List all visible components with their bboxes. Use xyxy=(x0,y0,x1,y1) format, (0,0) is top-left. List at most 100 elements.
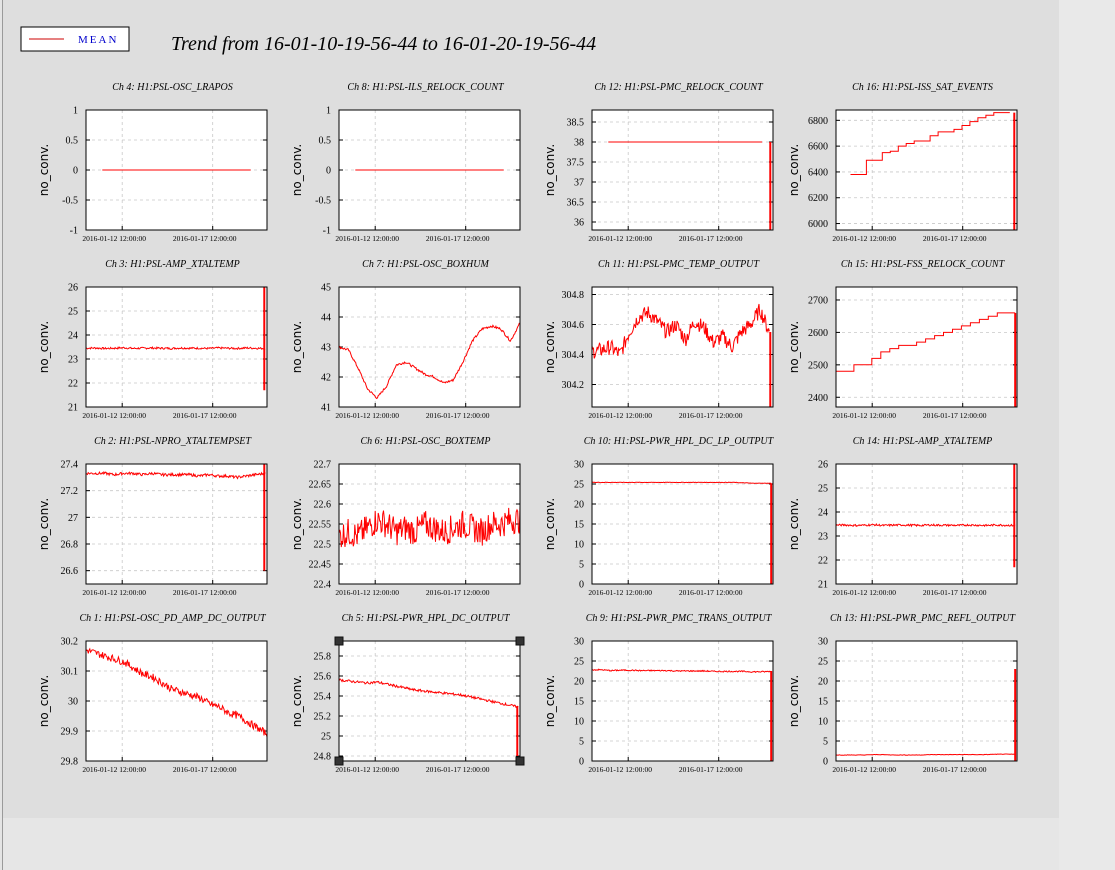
y-tick-label: 2700 xyxy=(808,295,828,306)
y-tick-label: -1 xyxy=(323,226,331,237)
y-axis-label: no_conv. xyxy=(543,321,557,373)
chart-panel: Ch 8: H1:PSL-ILS_RELOCK_COUNT -1 -0.5 0 0.5 1… xyxy=(290,82,521,243)
chart-panel: Ch 15: H1:PSL-FSS_RELOCK_COUNT 2400 2500 26… xyxy=(787,259,1018,420)
chart-panel: Ch 12: H1:PSL-PMC_RELOCK_COUNT 36 36.5 37 37… xyxy=(543,82,774,243)
x-tick-label: 2016-01-12 12:00:00 xyxy=(82,588,146,597)
y-tick-label: 25.4 xyxy=(314,692,332,703)
x-tick-label: 2016-01-12 12:00:00 xyxy=(832,411,896,420)
y-tick-label: 25 xyxy=(818,657,828,668)
y-axis-label: no_conv. xyxy=(37,321,51,373)
x-tick-label: 2016-01-12 12:00:00 xyxy=(82,234,146,243)
chart-title: Ch 2: H1:PSL-NPRO_XTALTEMPSET xyxy=(94,436,252,447)
y-tick-label: 21 xyxy=(818,580,828,591)
chart-panel: Ch 13: H1:PSL-PWR_PMC_REFL_OUTPUT 0 5 10 15 2… xyxy=(787,613,1018,774)
series-line xyxy=(591,303,770,359)
y-tick-label: 41 xyxy=(321,403,331,414)
y-tick-label: 10 xyxy=(818,717,828,728)
chart-title: Ch 5: H1:PSL-PWR_HPL_DC_OUTPUT xyxy=(342,613,511,624)
chart-panel: Ch 3: H1:PSL-AMP_XTALTEMP 21 22 23 24 25 26 201… xyxy=(37,259,268,420)
x-tick-label: 2016-01-12 12:00:00 xyxy=(588,234,652,243)
chart-panel: Ch 2: H1:PSL-NPRO_XTALTEMPSET 26.6 26.8 27 2… xyxy=(37,436,268,597)
series-line xyxy=(850,112,1010,175)
y-axis-label: no_conv. xyxy=(543,498,557,550)
plot-area xyxy=(836,287,1017,407)
y-tick-label: 22.6 xyxy=(314,500,332,511)
y-axis-label: no_conv. xyxy=(787,498,801,550)
chart-title: Ch 4: H1:PSL-OSC_LRAPOS xyxy=(112,82,233,93)
plot-frame xyxy=(835,286,1018,408)
y-axis-label: no_conv. xyxy=(290,675,304,727)
plot-frame xyxy=(85,463,268,585)
plot-frame xyxy=(835,463,1018,585)
y-tick-label: -1 xyxy=(70,226,78,237)
x-tick-label: 2016-01-17 12:00:00 xyxy=(426,411,490,420)
y-tick-label: 15 xyxy=(574,697,584,708)
chart-panel: Ch 10: H1:PSL-PWR_HPL_DC_LP_OUTPUT 0 5 10 15… xyxy=(543,436,775,597)
plot-frame xyxy=(85,286,268,408)
y-tick-label: 25.2 xyxy=(314,712,332,723)
y-tick-label: 25 xyxy=(574,480,584,491)
y-tick-label: 30 xyxy=(818,637,828,648)
y-tick-label: 22 xyxy=(818,556,828,567)
y-tick-label: 38.5 xyxy=(567,118,585,129)
x-tick-label: 2016-01-12 12:00:00 xyxy=(588,411,652,420)
plot-frame xyxy=(591,640,774,762)
y-tick-label: -0.5 xyxy=(62,196,78,207)
plot-frame xyxy=(338,286,521,408)
x-tick-label: 2016-01-12 12:00:00 xyxy=(588,765,652,774)
y-tick-label: 27 xyxy=(68,513,78,524)
y-axis-label: no_conv. xyxy=(787,675,801,727)
y-tick-label: 25.6 xyxy=(314,672,332,683)
x-tick-label: 2016-01-17 12:00:00 xyxy=(173,411,237,420)
y-tick-label: 6200 xyxy=(808,193,828,204)
window-edge xyxy=(2,818,3,870)
y-tick-label: 42 xyxy=(321,373,331,384)
selection-handle xyxy=(334,636,344,646)
y-tick-label: 27.4 xyxy=(61,460,79,471)
y-tick-label: 36 xyxy=(574,218,584,229)
y-axis-label: no_conv. xyxy=(543,144,557,196)
selection-handle xyxy=(515,756,525,766)
y-tick-label: 22.65 xyxy=(309,480,332,491)
y-tick-label: 25 xyxy=(818,484,828,495)
series-line xyxy=(338,678,519,709)
y-tick-label: 25 xyxy=(321,732,331,743)
y-tick-label: 22 xyxy=(68,379,78,390)
y-tick-label: 29.9 xyxy=(61,727,79,738)
y-tick-label: 37 xyxy=(574,178,584,189)
y-tick-label: 5 xyxy=(579,737,584,748)
x-tick-label: 2016-01-12 12:00:00 xyxy=(82,411,146,420)
y-tick-label: 0 xyxy=(579,580,584,591)
series-line xyxy=(85,647,268,737)
x-tick-label: 2016-01-17 12:00:00 xyxy=(173,234,237,243)
figure-title: Trend from 16-01-10-19-56-44 to 16-01-20… xyxy=(171,33,596,55)
y-tick-label: 1 xyxy=(73,106,78,117)
y-tick-label: 30 xyxy=(68,697,78,708)
y-tick-label: 6400 xyxy=(808,167,828,178)
y-tick-label: 44 xyxy=(321,313,331,324)
x-tick-label: 2016-01-12 12:00:00 xyxy=(832,765,896,774)
x-tick-label: 2016-01-17 12:00:00 xyxy=(923,234,987,243)
x-tick-label: 2016-01-17 12:00:00 xyxy=(679,765,743,774)
y-tick-label: 0.5 xyxy=(319,136,332,147)
y-tick-label: 30 xyxy=(574,460,584,471)
chart-panel: Ch 16: H1:PSL-ISS_SAT_EVENTS 6000 6200 6400… xyxy=(787,82,1018,243)
y-tick-label: 30.1 xyxy=(61,667,79,678)
legend-label: MEAN xyxy=(78,34,118,46)
x-tick-label: 2016-01-17 12:00:00 xyxy=(923,411,987,420)
y-tick-label: 0 xyxy=(579,757,584,768)
y-tick-label: 10 xyxy=(574,540,584,551)
x-tick-label: 2016-01-17 12:00:00 xyxy=(426,234,490,243)
plot-frame xyxy=(85,109,268,231)
y-tick-label: 2600 xyxy=(808,328,828,339)
plot-frame xyxy=(591,463,774,585)
plot-area xyxy=(592,110,773,230)
y-tick-label: 25 xyxy=(574,657,584,668)
y-tick-label: 15 xyxy=(574,520,584,531)
y-tick-label: 22.55 xyxy=(309,520,332,531)
y-tick-label: 29.8 xyxy=(61,757,79,768)
y-tick-label: 22.7 xyxy=(314,460,332,471)
plot-frame xyxy=(835,109,1018,231)
chart-title: Ch 11: H1:PSL-PMC_TEMP_OUTPUT xyxy=(598,259,760,270)
